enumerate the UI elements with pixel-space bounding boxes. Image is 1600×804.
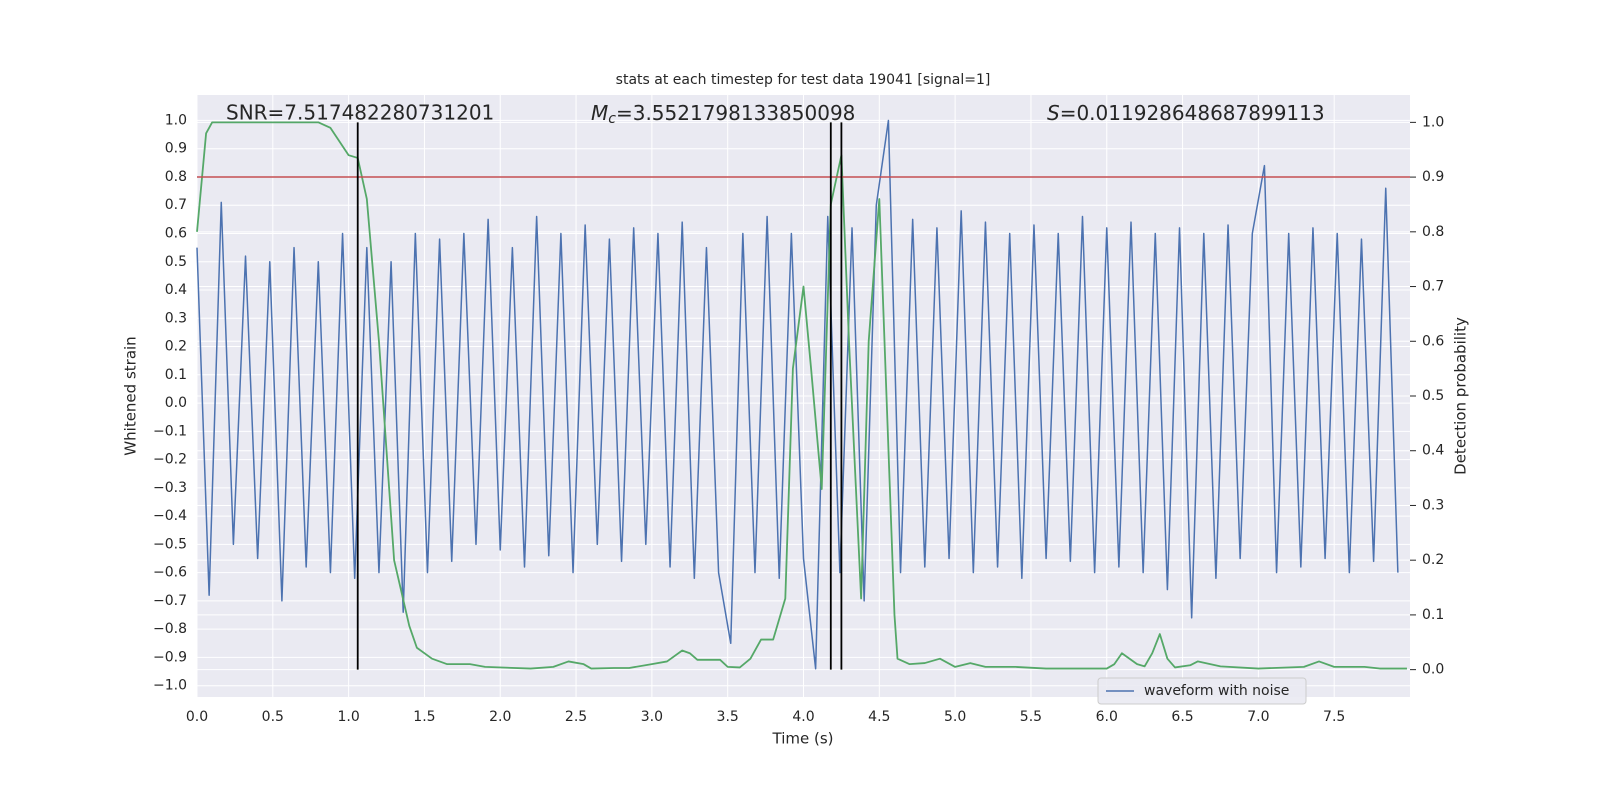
y-tick-label: 0.6 xyxy=(165,225,187,241)
x-tick-label: 4.5 xyxy=(868,709,890,725)
x-tick-label: 5.5 xyxy=(1020,709,1042,725)
annotation-value: =3.5521798133850098 xyxy=(616,101,855,125)
y2-tick-label: 0.7 xyxy=(1422,279,1444,295)
x-tick-label: 2.0 xyxy=(489,709,511,725)
annotation-symbol: S xyxy=(1047,101,1060,125)
y2-tick-label: 0.8 xyxy=(1422,224,1444,240)
y-tick-label: −1.0 xyxy=(153,678,187,694)
annotation-value: =0.011928648687899113 xyxy=(1060,101,1325,125)
y-tick-label: −0.7 xyxy=(153,593,187,609)
y2-tick-label: 1.0 xyxy=(1422,114,1444,130)
x-tick-label: 7.5 xyxy=(1323,709,1345,725)
y-tick-label: 0.8 xyxy=(165,169,187,185)
y-tick-label: −0.6 xyxy=(153,565,187,581)
y2-tick-label: 0.4 xyxy=(1422,443,1444,459)
x-tick-label: 2.5 xyxy=(565,709,587,725)
y-tick-label: 0.7 xyxy=(165,197,187,213)
x-tick-label: 6.0 xyxy=(1096,709,1118,725)
annotation: Mc=3.5521798133850098 xyxy=(591,101,855,128)
y-tick-label: −0.5 xyxy=(153,536,187,552)
x-tick-label: 6.5 xyxy=(1171,709,1193,725)
x-tick-label: 3.0 xyxy=(641,709,663,725)
y-tick-label: 0.4 xyxy=(165,282,187,298)
annotation: S=0.011928648687899113 xyxy=(1047,101,1325,125)
waveform-line xyxy=(196,119,1399,670)
chart-title: stats at each timestep for test data 190… xyxy=(616,72,991,88)
x-tick-label: 4.0 xyxy=(792,709,814,725)
x-tick-label: 1.5 xyxy=(413,709,435,725)
y-tick-label: −0.2 xyxy=(153,452,187,468)
y-tick-label: 0.0 xyxy=(165,395,187,411)
x-tick-label: 0.0 xyxy=(186,709,208,725)
x-tick-label: 0.5 xyxy=(262,709,284,725)
y2-axis-label: Detection probability xyxy=(1452,317,1470,475)
y2-tick-label: 0.5 xyxy=(1422,388,1444,404)
y2-tick-label: 0.3 xyxy=(1422,497,1444,513)
y2-tick-label: 0.0 xyxy=(1422,662,1444,678)
y2-tick-label: 0.9 xyxy=(1422,169,1444,185)
y-tick-label: −0.3 xyxy=(153,480,187,496)
y-tick-label: 1.0 xyxy=(165,112,187,128)
y-tick-label: 0.5 xyxy=(165,254,187,270)
y-axis-label: Whitened strain xyxy=(122,336,140,455)
y2-tick-label: 0.1 xyxy=(1422,607,1444,623)
y-tick-label: −0.1 xyxy=(153,423,187,439)
y-tick-label: −0.9 xyxy=(153,649,187,665)
legend-box xyxy=(1097,677,1307,705)
annotation-symbol: M xyxy=(591,101,608,125)
y2-tick-label: 0.2 xyxy=(1422,552,1444,568)
x-tick-label: 3.5 xyxy=(717,709,739,725)
y-tick-label: −0.8 xyxy=(153,621,187,637)
annotation-subscript: c xyxy=(608,111,616,127)
y-tick-label: 0.3 xyxy=(165,310,187,326)
y-tick-label: 0.9 xyxy=(165,141,187,157)
x-tick-label: 7.0 xyxy=(1247,709,1269,725)
annotation: SNR=7.517482280731201 xyxy=(226,101,494,125)
y-tick-label: 0.2 xyxy=(165,339,187,355)
x-tick-label: 1.0 xyxy=(337,709,359,725)
y2-tick-label: 0.6 xyxy=(1422,333,1444,349)
x-axis-label: Time (s) xyxy=(772,730,834,748)
y-tick-label: 0.1 xyxy=(165,367,187,383)
x-tick-label: 5.0 xyxy=(944,709,966,725)
legend-label: waveform with noise xyxy=(1144,683,1289,699)
y-tick-label: −0.4 xyxy=(153,508,187,524)
probability-line xyxy=(196,121,1407,670)
